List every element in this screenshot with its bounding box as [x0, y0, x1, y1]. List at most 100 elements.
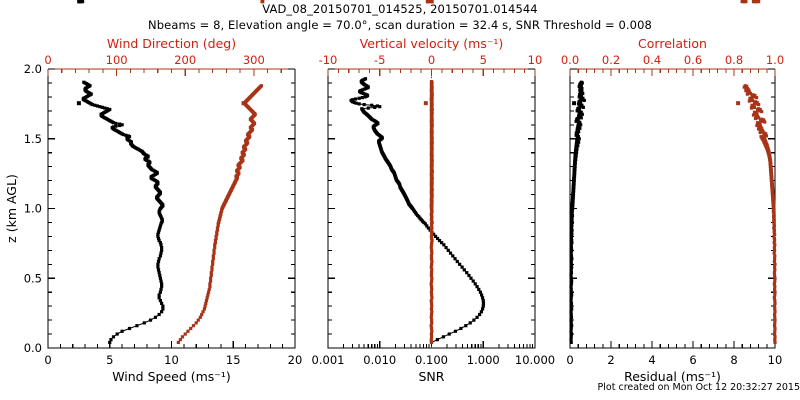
series-point: [757, 102, 761, 107]
series-point: [569, 287, 573, 292]
series-point: [569, 315, 574, 319]
series-point: [204, 298, 209, 303]
series-point: [744, 0, 748, 4]
series-point: [772, 304, 777, 308]
panel-3: 0 2 4 6 8 10 Residual (ms⁻¹) 0.0 0.2 0.4 0.6 0.8 1.0…: [561, 0, 784, 384]
series-point: [570, 279, 574, 283]
series-point: [477, 287, 481, 292]
series-point: [429, 312, 434, 317]
series-point: [577, 113, 581, 117]
series-point: [156, 265, 160, 269]
series-point: [773, 301, 777, 305]
series-point: [755, 100, 759, 105]
series-point: [569, 329, 573, 333]
series-point: [156, 232, 160, 236]
series-point: [459, 326, 463, 331]
series-point: [157, 257, 161, 261]
series-point: [569, 326, 573, 331]
series-point: [430, 259, 434, 264]
series-point: [157, 271, 161, 275]
series-point: [569, 259, 573, 264]
bottom-tick-label: 10: [768, 353, 783, 367]
series-point: [479, 310, 483, 314]
series-point: [213, 238, 218, 243]
series-point: [425, 224, 429, 228]
series-point: [473, 282, 477, 286]
series-point: [357, 102, 361, 106]
series-point: [755, 0, 759, 4]
series-point: [209, 276, 213, 280]
series-point: [773, 335, 777, 339]
series-point: [581, 96, 585, 100]
series-point: [373, 105, 377, 109]
top-tick-label: 0.6: [684, 53, 702, 67]
series-point: [430, 310, 434, 314]
series-point: [569, 338, 573, 342]
series-point: [191, 324, 196, 328]
series-point: [752, 0, 757, 4]
series-point: [772, 234, 776, 238]
series-point: [458, 262, 462, 266]
series-point: [365, 93, 369, 97]
series-point: [203, 304, 207, 308]
series-point: [157, 312, 161, 317]
series-point: [160, 248, 164, 252]
series-point: [570, 228, 574, 232]
series-point: [430, 293, 434, 297]
series-point: [159, 243, 163, 247]
series-point: [772, 282, 776, 286]
series-point: [569, 332, 574, 336]
series-point: [442, 243, 446, 247]
series-point: [430, 279, 434, 283]
series-point: [480, 307, 485, 311]
series-point: [114, 121, 118, 125]
series-point: [773, 340, 777, 345]
series-point: [569, 335, 573, 339]
series-point: [478, 290, 482, 294]
top-tick-label: 200: [174, 53, 196, 67]
y-tick-label: 1.0: [24, 202, 42, 216]
series-point: [446, 248, 450, 252]
series-point: [426, 226, 430, 230]
series-point: [207, 287, 211, 292]
series-point: [453, 329, 458, 333]
series-point: [261, 0, 265, 4]
series-point: [467, 273, 471, 278]
series-point: [363, 92, 367, 96]
series-point: [754, 111, 758, 115]
top-tick-label: 0.8: [725, 53, 743, 67]
series-point: [460, 265, 464, 269]
series-point: [115, 332, 119, 336]
series-point: [95, 104, 99, 108]
series-point: [178, 338, 183, 342]
series-point: [430, 321, 434, 325]
series-point: [200, 312, 204, 317]
series-point: [161, 307, 165, 311]
series-point: [569, 243, 573, 247]
series-point: [757, 107, 761, 111]
series-point: [204, 301, 208, 305]
series-point: [158, 298, 162, 303]
series-point: [773, 285, 777, 289]
series-point: [750, 103, 754, 107]
bottom-tick-label: 0.100: [415, 353, 448, 367]
series-point: [772, 241, 776, 245]
series-point: [135, 324, 139, 328]
series-point: [430, 304, 434, 308]
series-point: [212, 251, 216, 255]
series-point: [126, 134, 130, 138]
series-point: [435, 236, 440, 241]
series-point: [210, 268, 214, 272]
series-point: [772, 248, 777, 252]
top-tick-label: 1.0: [766, 53, 784, 67]
series-point: [577, 120, 581, 124]
series-point: [757, 121, 762, 125]
series-point: [161, 304, 165, 308]
top-tick-label: 10: [528, 53, 543, 67]
series-point: [772, 259, 776, 264]
series-point: [748, 96, 752, 100]
series-point: [429, 332, 433, 336]
top-axis-title: Correlation: [638, 36, 707, 51]
series-point: [772, 265, 777, 269]
